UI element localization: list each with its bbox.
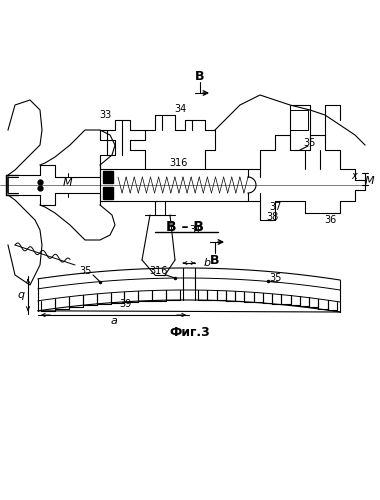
Text: a: a	[110, 316, 117, 326]
Text: 35: 35	[269, 273, 281, 283]
Text: 39: 39	[119, 299, 131, 309]
Text: M: M	[365, 176, 375, 186]
Text: 35: 35	[304, 138, 316, 148]
Bar	[103, 171, 113, 183]
Text: b: b	[203, 258, 211, 268]
Text: x: x	[351, 171, 357, 181]
Text: B – B: B – B	[166, 220, 204, 234]
Text: 35: 35	[79, 266, 91, 276]
Text: B: B	[210, 254, 220, 266]
Text: q: q	[17, 290, 25, 300]
Text: 37: 37	[269, 202, 281, 212]
Text: M: M	[63, 178, 73, 188]
Bar	[290, 110, 308, 130]
Text: B: B	[195, 70, 205, 84]
Text: Фиг.3: Фиг.3	[169, 326, 211, 338]
Text: 31: 31	[189, 225, 201, 235]
Text: 316: 316	[169, 158, 187, 168]
Text: 36: 36	[324, 215, 336, 225]
Text: 33: 33	[99, 110, 111, 120]
Text: 38: 38	[266, 212, 278, 222]
Bar	[103, 187, 113, 199]
Text: 316: 316	[149, 266, 167, 276]
Text: 34: 34	[174, 104, 186, 114]
